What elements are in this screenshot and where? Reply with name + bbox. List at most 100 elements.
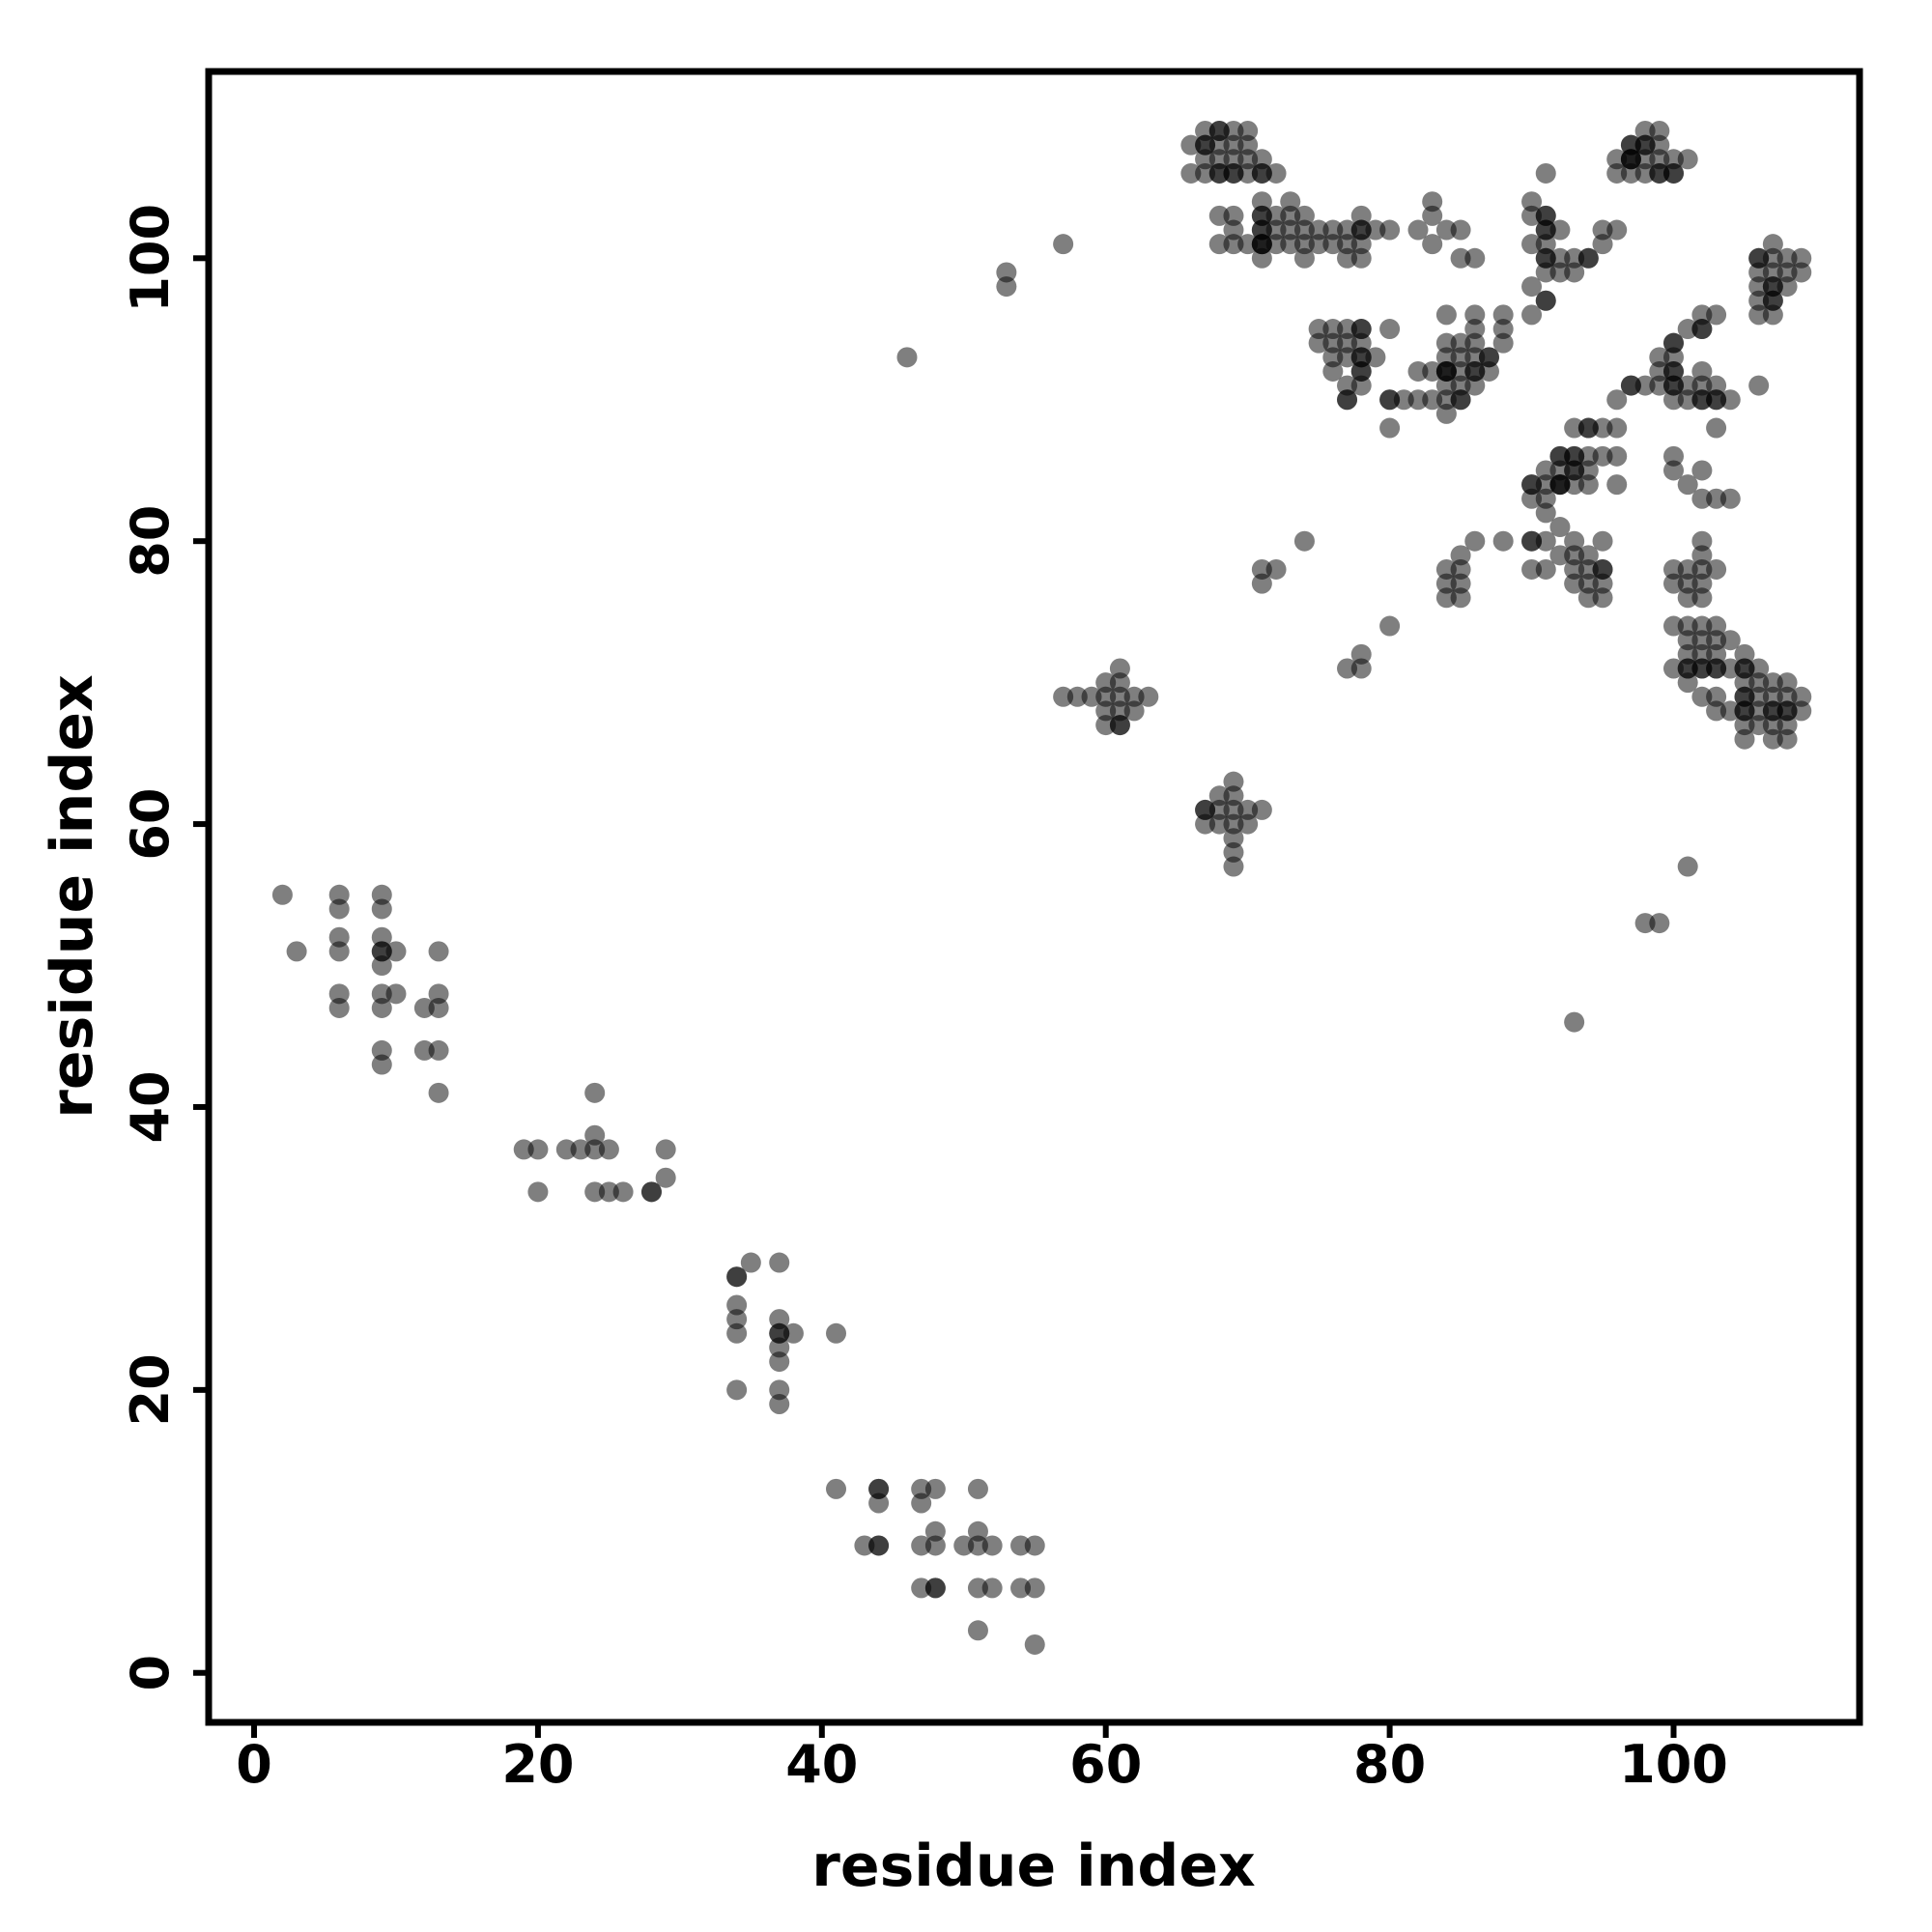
data-point bbox=[1350, 360, 1372, 382]
data-point bbox=[1762, 234, 1783, 255]
data-point bbox=[1464, 347, 1486, 368]
data-point bbox=[1308, 219, 1329, 241]
data-point bbox=[1592, 573, 1613, 594]
data-point bbox=[1109, 686, 1130, 707]
data-point bbox=[1776, 247, 1798, 269]
data-point bbox=[1435, 332, 1457, 354]
x-tick-label: 80 bbox=[1353, 1734, 1426, 1795]
data-point bbox=[1223, 813, 1244, 835]
data-point bbox=[1237, 813, 1259, 835]
data-point bbox=[1706, 558, 1727, 580]
data-point bbox=[1280, 234, 1301, 255]
data-point bbox=[1691, 643, 1713, 665]
data-point bbox=[854, 1535, 875, 1556]
data-point bbox=[1748, 686, 1770, 707]
data-point bbox=[1521, 530, 1543, 552]
data-point bbox=[1492, 332, 1514, 354]
data-point bbox=[896, 347, 918, 368]
data-point bbox=[1791, 247, 1812, 269]
y-tick-label: 100 bbox=[120, 204, 181, 313]
data-point bbox=[1677, 672, 1698, 694]
data-point bbox=[1691, 686, 1713, 707]
data-point bbox=[769, 1351, 790, 1373]
data-point bbox=[1677, 573, 1698, 594]
data-point bbox=[1762, 672, 1783, 694]
data-point bbox=[1691, 615, 1713, 637]
data-point bbox=[1464, 319, 1486, 340]
data-point bbox=[584, 1082, 606, 1103]
data-point bbox=[1422, 360, 1443, 382]
data-point bbox=[1564, 1011, 1585, 1033]
data-point bbox=[1564, 247, 1585, 269]
data-point bbox=[1734, 672, 1755, 694]
data-point bbox=[1379, 615, 1401, 637]
data-point bbox=[1691, 630, 1713, 651]
data-point bbox=[924, 1535, 946, 1556]
data-point bbox=[1677, 615, 1698, 637]
data-point bbox=[1677, 474, 1698, 496]
data-point bbox=[1634, 162, 1656, 184]
data-point bbox=[1649, 121, 1670, 142]
data-point bbox=[1308, 332, 1329, 354]
data-point bbox=[1123, 686, 1145, 707]
data-point bbox=[1435, 389, 1457, 411]
data-point bbox=[1521, 488, 1543, 509]
data-point bbox=[1322, 234, 1344, 255]
data-point bbox=[1606, 149, 1628, 170]
data-point bbox=[1577, 545, 1599, 566]
y-tick-label: 60 bbox=[120, 788, 181, 861]
data-point bbox=[1435, 558, 1457, 580]
data-point bbox=[1662, 347, 1684, 368]
data-point bbox=[1776, 686, 1798, 707]
data-point bbox=[1606, 162, 1628, 184]
data-point bbox=[1577, 247, 1599, 269]
data-point bbox=[1237, 134, 1259, 156]
data-point bbox=[1606, 389, 1628, 411]
data-point bbox=[527, 1139, 549, 1160]
data-point bbox=[1492, 304, 1514, 326]
data-point bbox=[413, 997, 435, 1018]
data-point bbox=[1251, 149, 1272, 170]
data-point bbox=[1677, 319, 1698, 340]
data-point bbox=[1223, 134, 1244, 156]
data-point bbox=[1379, 319, 1401, 340]
data-point bbox=[1691, 488, 1713, 509]
data-point bbox=[1322, 360, 1344, 382]
data-point bbox=[1322, 319, 1344, 340]
data-point bbox=[1422, 191, 1443, 213]
data-point bbox=[1634, 913, 1656, 934]
data-point bbox=[1450, 360, 1471, 382]
data-point bbox=[911, 1535, 932, 1556]
data-point bbox=[1492, 319, 1514, 340]
x-tick-label: 0 bbox=[236, 1734, 272, 1795]
data-point bbox=[428, 1082, 449, 1103]
data-point bbox=[1748, 375, 1770, 396]
data-point bbox=[1762, 715, 1783, 736]
data-point bbox=[1208, 134, 1230, 156]
data-point bbox=[996, 276, 1017, 298]
data-point bbox=[271, 884, 293, 905]
data-point bbox=[1535, 205, 1556, 226]
data-point bbox=[1762, 262, 1783, 283]
data-point bbox=[911, 1577, 932, 1599]
data-point bbox=[1123, 700, 1145, 722]
data-point bbox=[1549, 262, 1571, 283]
data-point bbox=[1535, 262, 1556, 283]
data-point bbox=[1024, 1577, 1045, 1599]
data-point bbox=[1464, 530, 1486, 552]
data-point bbox=[967, 1577, 988, 1599]
data-point bbox=[1762, 728, 1783, 750]
data-point bbox=[1677, 658, 1698, 679]
data-point bbox=[1706, 615, 1727, 637]
data-point bbox=[1450, 375, 1471, 396]
data-point bbox=[371, 997, 392, 1018]
data-point bbox=[1620, 134, 1641, 156]
data-point bbox=[1762, 247, 1783, 269]
data-point bbox=[1535, 558, 1556, 580]
x-tick-label: 100 bbox=[1619, 1734, 1728, 1795]
data-point bbox=[1223, 219, 1244, 241]
data-point bbox=[1564, 460, 1585, 481]
data-point bbox=[1776, 715, 1798, 736]
data-point bbox=[1265, 234, 1287, 255]
data-point bbox=[1251, 558, 1272, 580]
